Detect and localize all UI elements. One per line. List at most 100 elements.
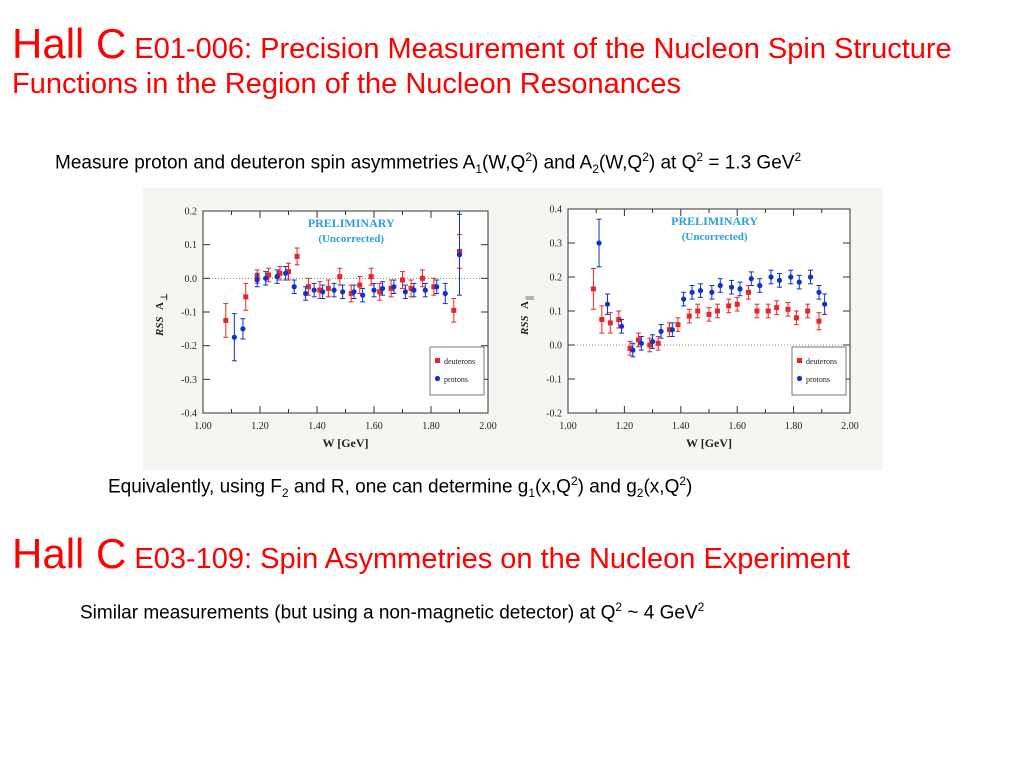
x-tick-label: 1.60 [728, 421, 746, 432]
x-tick-label: 1.00 [194, 421, 212, 432]
superscript: 2 [679, 474, 687, 488]
data-point-protons [402, 289, 408, 295]
data-point-protons [638, 340, 644, 346]
data-point-protons [411, 287, 417, 293]
preliminary-annotation: PRELIMINARY [671, 214, 758, 228]
data-point-deuterons [627, 345, 633, 351]
data-point-protons [658, 328, 664, 334]
y-tick-label: -0.4 [181, 409, 197, 420]
section-title-e01-006: Hall C E01-006: Precision Measurement of… [12, 20, 1012, 102]
text-fragment: Equivalently, using F [108, 476, 282, 498]
y-axis-label-a: A [154, 302, 166, 310]
y-tick-label: 0.2 [185, 207, 198, 218]
legend-marker [796, 375, 803, 382]
superscript: 2 [570, 474, 578, 488]
data-point-protons [596, 240, 602, 246]
data-point-deuterons [451, 307, 457, 313]
data-point-protons [274, 274, 280, 280]
subscript: 2 [281, 486, 289, 501]
data-point-deuterons [754, 308, 760, 314]
x-tick-label: 2.00 [841, 421, 859, 432]
data-point-deuterons [695, 308, 701, 314]
text-fragment: and R, one can determine g [288, 476, 529, 498]
data-point-deuterons [388, 285, 394, 291]
hall-c-label: Hall C [12, 20, 127, 67]
data-point-protons [254, 277, 260, 283]
data-point-protons [303, 290, 309, 297]
data-point-deuterons [243, 294, 249, 300]
data-point-protons [796, 279, 802, 285]
data-point-deuterons [774, 305, 780, 311]
data-point-deuterons [805, 308, 811, 314]
data-point-protons [776, 277, 783, 283]
data-point-protons [360, 292, 366, 298]
data-point-protons [231, 334, 237, 340]
legend-marker [797, 358, 802, 363]
data-point-protons [822, 301, 828, 307]
data-point-deuterons [745, 289, 751, 295]
data-point-protons [807, 274, 814, 280]
x-axis-label: W [GeV] [322, 436, 368, 450]
data-point-protons [768, 274, 774, 280]
y-axis-label-sub: ⊥ [159, 293, 169, 301]
y-tick-label: -0.2 [546, 409, 562, 420]
asymmetry-plots-svg: 1.00 1.20 1.40 1.60 1.80 2.00 0.2 0.1 0.0 -0.1 -0.… [154, 205, 859, 451]
data-point-protons [697, 288, 704, 294]
data-point-protons [283, 270, 289, 276]
data-point-deuterons [667, 327, 673, 333]
x-tick-label: 1.40 [672, 421, 690, 432]
uncorrected-annotation: (Uncorrected) [318, 233, 384, 245]
data-point-protons [669, 327, 675, 333]
x-tick-label: 1.20 [251, 421, 269, 432]
superscript: 2 [642, 150, 649, 164]
superscript: 2 [525, 150, 532, 164]
data-point-deuterons [431, 284, 437, 290]
data-point-protons [630, 347, 636, 353]
text-fragment: ) at Q [648, 152, 697, 174]
legend: deuterons protons [429, 346, 485, 396]
data-point-deuterons [348, 290, 354, 296]
data-point-protons [757, 282, 763, 289]
legend-marker [435, 358, 440, 363]
data-point-deuterons [599, 317, 605, 322]
superscript: 2 [794, 150, 802, 164]
subscript: 1 [475, 162, 483, 177]
legend-box [791, 346, 847, 396]
y-tick-label: 0.1 [185, 240, 198, 251]
data-point-protons [379, 285, 386, 292]
data-point-deuterons [816, 318, 822, 324]
structure-function-description: Equivalently, using F2 and R, one can de… [108, 474, 692, 500]
data-point-deuterons [734, 301, 740, 307]
data-point-protons [291, 284, 297, 290]
data-point-deuterons [686, 313, 692, 319]
data-point-protons [456, 252, 463, 258]
y-tick-label: -0.2 [181, 341, 197, 352]
y-tick-label: -0.3 [181, 375, 197, 386]
y-tick-label: 0.1 [550, 307, 563, 318]
text-fragment: (W,Q [598, 152, 643, 174]
data-point-protons [650, 339, 656, 345]
y-axis-label: RSS A|| [519, 296, 534, 336]
data-point-protons [311, 287, 317, 293]
data-point-protons [391, 284, 397, 290]
data-point-deuterons [706, 311, 712, 317]
data-point-protons [737, 286, 743, 292]
legend-marker [434, 375, 441, 382]
y-tick-label: 0.0 [185, 274, 198, 285]
x-tick-label: 1.20 [616, 421, 634, 432]
data-point-protons [434, 284, 440, 290]
x-tick-label: 1.60 [365, 421, 383, 432]
data-point-protons [422, 287, 428, 293]
data-point-deuterons [655, 340, 661, 346]
data-point-protons [681, 296, 687, 302]
asymmetry-figure: 1.00 1.20 1.40 1.60 1.80 2.00 0.2 0.1 0.0 -0.1 -0.… [143, 188, 883, 470]
data-point-deuterons [419, 275, 425, 281]
data-point-protons [717, 282, 723, 289]
y-axis-label-rss: RSS [154, 316, 166, 337]
data-point-protons [728, 284, 735, 290]
data-point-protons [618, 323, 625, 329]
data-point-protons [748, 276, 754, 282]
superscript: 2 [615, 600, 623, 614]
hall-c-label: Hall C [12, 530, 127, 577]
data-point-protons [604, 301, 611, 307]
